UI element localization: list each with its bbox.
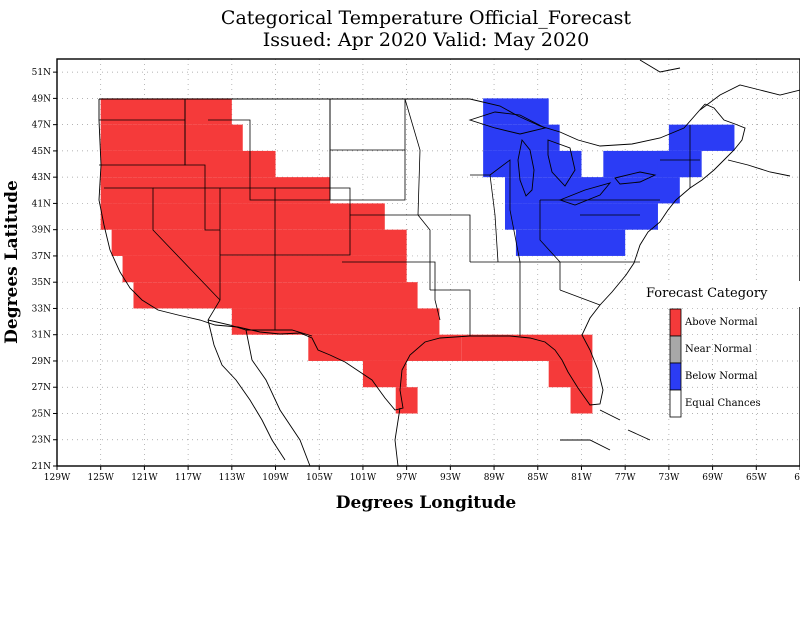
y-tick-label: 39N <box>32 226 51 236</box>
x-tick-label: 81W <box>571 473 592 483</box>
above-normal-cell <box>548 360 593 388</box>
below-normal-cell <box>504 177 680 204</box>
x-tick-label: 101W <box>350 473 377 483</box>
legend-label: Equal Chances <box>685 398 761 409</box>
x-tick-label: 65W <box>746 473 767 483</box>
above-normal-cell <box>122 255 407 283</box>
y-tick-label: 47N <box>32 121 51 131</box>
lake-michigan <box>517 138 535 197</box>
lake-superior <box>468 111 547 135</box>
above-normal-cell <box>461 334 593 361</box>
x-axis-label: Degrees Longitude <box>336 493 517 513</box>
y-tick-label: 27N <box>32 383 51 393</box>
y-tick-label: 49N <box>32 94 51 104</box>
x-tick-label: 97W <box>396 473 417 483</box>
us-coastline <box>98 99 746 411</box>
northern-border <box>99 98 706 147</box>
x-tick-label: 85W <box>527 473 548 483</box>
x-tick-label: 105W <box>306 473 333 483</box>
above-normal-cell <box>395 387 418 414</box>
y-tick-label: 37N <box>32 252 51 262</box>
below-normal-cell <box>515 229 626 256</box>
y-tick-label: 51N <box>32 68 51 78</box>
x-tick-label: 113W <box>219 473 246 483</box>
above-normal-cell <box>362 360 407 388</box>
below-normal-cell <box>483 150 582 178</box>
canada-coast <box>639 59 800 177</box>
y-axis-label: Degrees Latitude <box>2 180 22 344</box>
below-normal-cell <box>504 203 658 230</box>
above-normal-cell <box>133 282 418 309</box>
x-tick-label: 109W <box>262 473 289 483</box>
y-tick-label: 35N <box>32 278 51 288</box>
x-tick-label: 61 <box>794 473 800 483</box>
lake-huron <box>547 139 576 187</box>
legend-label: Below Normal <box>685 371 757 382</box>
above-normal-cell <box>570 387 593 414</box>
below-normal-cell <box>668 124 735 151</box>
above-normal-cell <box>100 98 232 125</box>
caribbean-outline <box>560 409 651 451</box>
legend-label: Above Normal <box>684 317 758 328</box>
forecast-regions <box>100 98 735 414</box>
y-tick-label: 41N <box>32 199 51 209</box>
legend-title: Forecast Category <box>646 286 768 301</box>
y-tick-label: 25N <box>32 409 51 419</box>
y-tick-label: 23N <box>32 436 51 446</box>
y-tick-label: 29N <box>32 357 51 367</box>
title-line-1: Categorical Temperature Official_Forecas… <box>221 7 632 29</box>
x-tick-label: 89W <box>484 473 505 483</box>
x-tick-label: 125W <box>87 473 114 483</box>
x-tick-label: 117W <box>175 473 202 483</box>
x-tick-label: 121W <box>131 473 158 483</box>
mexico-border <box>207 319 313 337</box>
x-tick-label: 77W <box>615 473 636 483</box>
x-tick-label: 93W <box>440 473 461 483</box>
x-tick-label: 129W <box>44 473 71 483</box>
legend-swatch <box>669 362 682 391</box>
legend-title-bg <box>643 281 800 307</box>
y-tick-label: 43N <box>32 173 51 183</box>
y-tick-label: 21N <box>32 462 51 472</box>
y-tick-label: 45N <box>32 147 51 157</box>
above-normal-cell <box>100 150 276 178</box>
below-normal-cell <box>483 124 560 151</box>
legend-label: Near Normal <box>685 344 752 355</box>
legend-items: Above Normal Near Normal Below Normal Equal… <box>669 308 761 418</box>
above-normal-cell <box>231 308 440 335</box>
legend-swatch <box>669 389 682 418</box>
mexico-coast <box>207 319 401 467</box>
x-tick-label: 73W <box>659 473 680 483</box>
plot-frame <box>56 58 800 467</box>
lake-erie <box>558 182 612 206</box>
map-outlines <box>98 59 800 467</box>
above-normal-cell <box>111 229 407 256</box>
state-boundaries <box>99 98 700 336</box>
below-normal-cell <box>483 98 549 125</box>
title-line-2: Issued: Apr 2020 Valid: May 2020 <box>263 29 589 51</box>
y-tick-label: 31N <box>32 331 51 341</box>
axis-ticks: 129W 125W 121W 117W 113W 109W 105W 101W 97W 93W 89… <box>32 68 800 483</box>
y-tick-label: 33N <box>32 304 51 314</box>
x-tick-label: 69W <box>702 473 723 483</box>
above-normal-cell <box>100 203 385 230</box>
below-normal-cell <box>657 150 702 178</box>
lake-ontario <box>614 171 657 185</box>
above-normal-cell <box>100 177 331 204</box>
legend-swatch <box>669 308 682 337</box>
legend: Forecast Category Above Normal Near Norma… <box>643 281 800 418</box>
above-normal-cell <box>100 124 243 151</box>
legend-swatch <box>669 335 682 364</box>
